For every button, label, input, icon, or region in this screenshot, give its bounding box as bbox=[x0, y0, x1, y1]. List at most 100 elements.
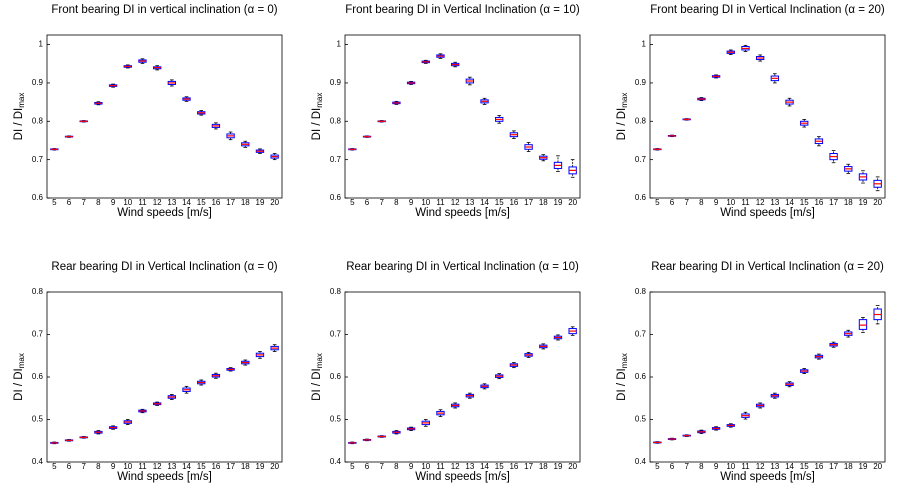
x-tick-label: 12 bbox=[153, 462, 162, 471]
x-tick-label: 8 bbox=[699, 462, 704, 471]
x-tick-label: 20 bbox=[568, 198, 577, 207]
axes-frame bbox=[344, 34, 581, 199]
x-tick-label: 10 bbox=[421, 198, 430, 207]
y-tick-label: 0.6 bbox=[330, 372, 342, 381]
x-tick-label: 18 bbox=[241, 198, 250, 207]
x-tick-label: 18 bbox=[844, 198, 853, 207]
x-tick-label: 10 bbox=[726, 198, 735, 207]
subplot: Front bearing DI in vertical inclination… bbox=[13, 4, 283, 219]
x-tick-label: 17 bbox=[524, 198, 533, 207]
y-tick-label: 1 bbox=[39, 40, 44, 49]
x-tick-label: 14 bbox=[785, 198, 794, 207]
x-tick-label: 18 bbox=[241, 462, 250, 471]
x-tick-label: 13 bbox=[167, 198, 176, 207]
axes-frame bbox=[344, 291, 581, 463]
x-axis-label: Wind speeds [m/s] bbox=[117, 207, 212, 219]
subplot: Rear bearing DI in Vertical Inclination … bbox=[616, 261, 886, 483]
x-tick-label: 15 bbox=[800, 198, 809, 207]
x-tick-label: 5 bbox=[52, 198, 57, 207]
x-tick-label: 9 bbox=[714, 198, 719, 207]
x-tick-label: 13 bbox=[465, 198, 474, 207]
x-tick-label: 13 bbox=[770, 198, 779, 207]
x-tick-label: 5 bbox=[655, 462, 660, 471]
x-tick-label: 10 bbox=[726, 462, 735, 471]
x-tick-label: 9 bbox=[111, 462, 116, 471]
x-tick-label: 9 bbox=[409, 462, 414, 471]
chart-title: Front bearing DI in vertical inclination… bbox=[51, 4, 277, 16]
y-tick-label: 0.4 bbox=[330, 457, 342, 466]
x-tick-label: 20 bbox=[270, 462, 279, 471]
y-tick-label: 1 bbox=[337, 40, 342, 49]
x-tick-label: 11 bbox=[436, 462, 445, 471]
x-axis-label: Wind speeds [m/s] bbox=[415, 471, 510, 483]
x-tick-label: 6 bbox=[67, 198, 72, 207]
y-axis-label-sub: max bbox=[620, 353, 629, 368]
x-tick-label: 8 bbox=[394, 198, 399, 207]
x-tick-label: 7 bbox=[81, 198, 86, 207]
axes-frame bbox=[46, 34, 283, 199]
x-tick-label: 17 bbox=[226, 462, 235, 471]
x-tick-label: 9 bbox=[409, 198, 414, 207]
axes-frame bbox=[46, 291, 283, 463]
y-tick-label: 0.6 bbox=[330, 193, 342, 202]
y-tick-label: 0.8 bbox=[32, 287, 44, 296]
x-tick-label: 10 bbox=[123, 198, 132, 207]
y-tick-label: 1 bbox=[642, 40, 647, 49]
y-axis-label-main: DI / DI bbox=[616, 368, 628, 401]
x-tick-label: 7 bbox=[379, 198, 384, 207]
y-tick-label: 0.6 bbox=[635, 372, 647, 381]
x-tick-label: 16 bbox=[211, 462, 220, 471]
y-axis-label-main: DI / DI bbox=[616, 108, 628, 141]
y-axis-label-sub: max bbox=[17, 93, 26, 108]
x-axis-label: Wind speeds [m/s] bbox=[720, 471, 815, 483]
y-axis-label-sub: max bbox=[620, 93, 629, 108]
subplot: Front bearing DI in Vertical Inclination… bbox=[311, 4, 581, 219]
y-axis-label: DI / DImax bbox=[13, 353, 26, 401]
y-axis-label-sub: max bbox=[315, 93, 324, 108]
x-tick-label: 9 bbox=[714, 462, 719, 471]
x-tick-label: 16 bbox=[814, 198, 823, 207]
y-axis-label-main: DI / DI bbox=[13, 108, 25, 141]
x-tick-label: 13 bbox=[465, 462, 474, 471]
y-axis-label-sub: max bbox=[17, 353, 26, 368]
box bbox=[858, 319, 868, 330]
x-tick-label: 14 bbox=[182, 462, 191, 471]
y-tick-label: 0.9 bbox=[32, 78, 44, 87]
x-tick-label: 12 bbox=[153, 198, 162, 207]
y-tick-label: 0.9 bbox=[330, 78, 342, 87]
x-tick-label: 15 bbox=[495, 198, 504, 207]
y-axis-label: DI / DImax bbox=[616, 353, 629, 401]
x-tick-label: 5 bbox=[350, 462, 355, 471]
y-tick-label: 0.6 bbox=[32, 193, 44, 202]
x-tick-label: 10 bbox=[123, 462, 132, 471]
y-tick-label: 0.8 bbox=[330, 287, 342, 296]
x-tick-label: 18 bbox=[539, 198, 548, 207]
x-tick-label: 15 bbox=[197, 462, 206, 471]
y-tick-label: 0.5 bbox=[330, 415, 342, 424]
subplot: Rear bearing DI in Vertical Inclination … bbox=[13, 261, 283, 483]
x-tick-label: 6 bbox=[670, 198, 675, 207]
x-tick-label: 20 bbox=[873, 198, 882, 207]
y-axis-label: DI / DImax bbox=[311, 353, 324, 401]
y-tick-label: 0.7 bbox=[32, 330, 44, 339]
y-tick-label: 0.7 bbox=[635, 155, 647, 164]
x-tick-label: 8 bbox=[394, 462, 399, 471]
x-tick-label: 11 bbox=[138, 462, 147, 471]
y-axis-label-main: DI / DI bbox=[311, 368, 323, 401]
y-tick-label: 0.7 bbox=[635, 330, 647, 339]
x-tick-label: 16 bbox=[509, 198, 518, 207]
y-tick-label: 0.6 bbox=[635, 193, 647, 202]
x-tick-label: 15 bbox=[197, 198, 206, 207]
x-tick-label: 15 bbox=[495, 462, 504, 471]
x-tick-label: 17 bbox=[829, 462, 838, 471]
chart-title: Rear bearing DI in Vertical Inclination … bbox=[346, 261, 579, 273]
x-tick-label: 11 bbox=[741, 198, 750, 207]
x-axis-label: Wind speeds [m/s] bbox=[117, 471, 212, 483]
x-tick-label: 20 bbox=[568, 462, 577, 471]
x-tick-label: 15 bbox=[800, 462, 809, 471]
x-tick-label: 7 bbox=[81, 462, 86, 471]
x-tick-label: 9 bbox=[111, 198, 116, 207]
x-tick-label: 10 bbox=[421, 462, 430, 471]
x-tick-label: 19 bbox=[256, 462, 265, 471]
